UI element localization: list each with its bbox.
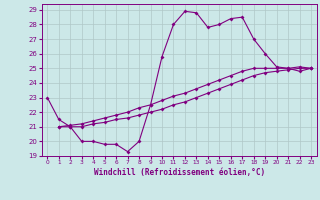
X-axis label: Windchill (Refroidissement éolien,°C): Windchill (Refroidissement éolien,°C)	[94, 168, 265, 177]
